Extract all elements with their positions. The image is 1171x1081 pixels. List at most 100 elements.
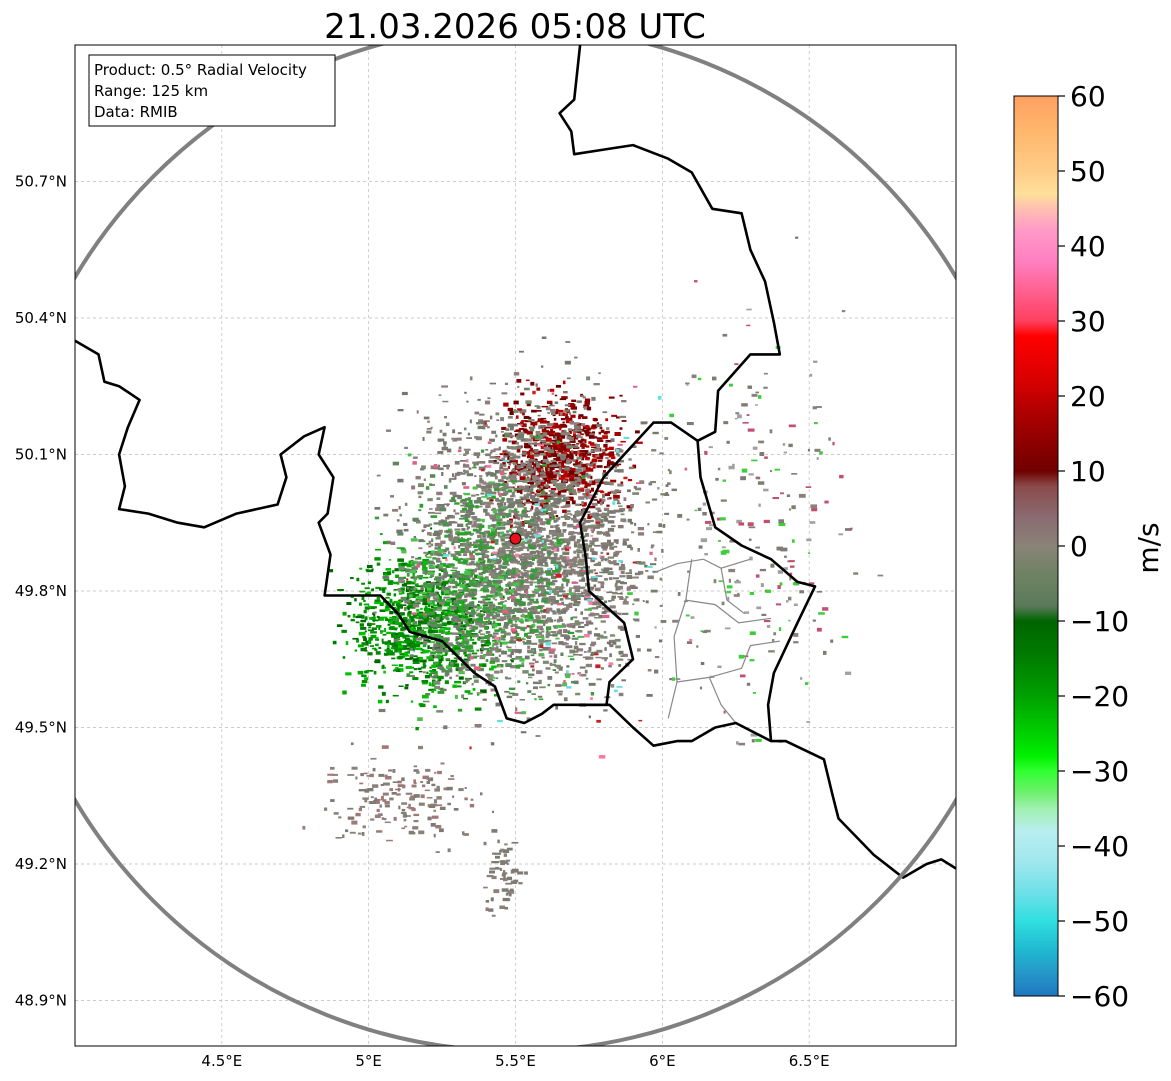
echo-gate [582, 471, 586, 475]
echo-gate [352, 613, 356, 618]
echo-gate [594, 627, 598, 630]
echo-gate [363, 603, 370, 606]
echo-gate [604, 658, 607, 662]
echo-gate [551, 464, 558, 467]
echo-gate [516, 548, 521, 552]
echo-gate [441, 568, 447, 570]
echo-gate [468, 500, 473, 504]
echo-gate [554, 466, 561, 469]
echo-gate [466, 473, 474, 477]
echo-gate [400, 587, 405, 591]
echo-gate [455, 625, 461, 630]
echo-gate [594, 544, 601, 547]
echo-gate [443, 603, 451, 607]
echo-gate [499, 850, 503, 853]
echo-gate [508, 446, 512, 450]
echo-gate [409, 619, 414, 622]
echo-gate [465, 609, 469, 612]
echo-gate [558, 641, 564, 645]
echo-gate [429, 608, 434, 612]
echo-gate [503, 625, 507, 629]
echo-gate [403, 576, 406, 579]
echo-gate [535, 481, 541, 485]
echo-gate [510, 665, 517, 669]
echo-gate [504, 615, 509, 617]
echo-gate [549, 463, 553, 466]
echo-gate [475, 453, 479, 456]
echo-gate [487, 558, 490, 562]
echo-gate [489, 451, 493, 454]
echo-gate [415, 585, 422, 588]
echo-gate [561, 571, 566, 576]
echo-gate [618, 612, 622, 616]
echo-gate [366, 564, 373, 569]
echo-gate [376, 798, 381, 801]
echo-gate [558, 629, 562, 633]
echo-gate [604, 578, 608, 581]
echo-gate [525, 499, 531, 503]
echo-gate [531, 529, 537, 532]
echo-gate [485, 453, 491, 457]
echo-gate [508, 549, 514, 554]
echo-gate [459, 649, 466, 652]
echo-gate [537, 555, 541, 558]
echo-gate [636, 598, 639, 601]
echo-gate [562, 421, 565, 424]
echo-gate [687, 570, 691, 573]
echo-gate [527, 611, 533, 615]
echo-gate [535, 466, 541, 471]
echo-gate [604, 608, 611, 613]
echo-gate [495, 677, 499, 679]
echo-gate [755, 738, 762, 742]
echo-gate [486, 557, 489, 560]
echo-gate [596, 424, 602, 427]
echo-gate [589, 506, 596, 509]
echo-gate [579, 666, 586, 669]
echo-gate [401, 562, 408, 566]
echo-gate [598, 614, 603, 619]
echo-gate [788, 596, 792, 601]
echo-gate [480, 531, 485, 535]
echo-gate [584, 533, 590, 537]
echo-gate [364, 670, 368, 674]
echo-gate [576, 593, 583, 595]
echo-gate [413, 813, 420, 817]
echo-gate [565, 596, 569, 599]
echo-gate [370, 818, 375, 821]
echo-gate [342, 834, 345, 838]
echo-gate [427, 532, 432, 536]
echo-gate [704, 450, 708, 455]
echo-gate [647, 669, 652, 672]
echo-gate [588, 545, 592, 547]
echo-gate [431, 538, 434, 543]
echo-gate [532, 668, 535, 672]
echo-gate [415, 727, 419, 731]
echo-gate [437, 548, 444, 553]
echo-gate [506, 549, 510, 552]
echo-gate [841, 635, 849, 639]
echo-gate [563, 604, 570, 606]
echo-gate [564, 517, 572, 519]
echo-gate [553, 654, 558, 659]
echo-gate [491, 914, 496, 917]
echo-gate [576, 434, 581, 438]
echo-gate [570, 406, 577, 410]
echo-gate [441, 637, 445, 641]
echo-gate [593, 383, 600, 386]
echo-gate [585, 472, 589, 475]
echo-gate [609, 546, 615, 550]
echo-gate [428, 545, 432, 548]
echo-gate [455, 674, 459, 677]
echo-gate [443, 590, 449, 594]
echo-gate [542, 442, 547, 445]
echo-gate [505, 536, 511, 539]
echo-gate [581, 456, 585, 461]
echo-gate [460, 548, 465, 552]
echo-gate [408, 803, 411, 807]
echo-gate [572, 650, 579, 653]
echo-gate [726, 440, 730, 444]
echo-gate [548, 650, 555, 654]
echo-gate [544, 639, 552, 642]
echo-gate [454, 502, 460, 505]
echo-gate [428, 682, 432, 687]
